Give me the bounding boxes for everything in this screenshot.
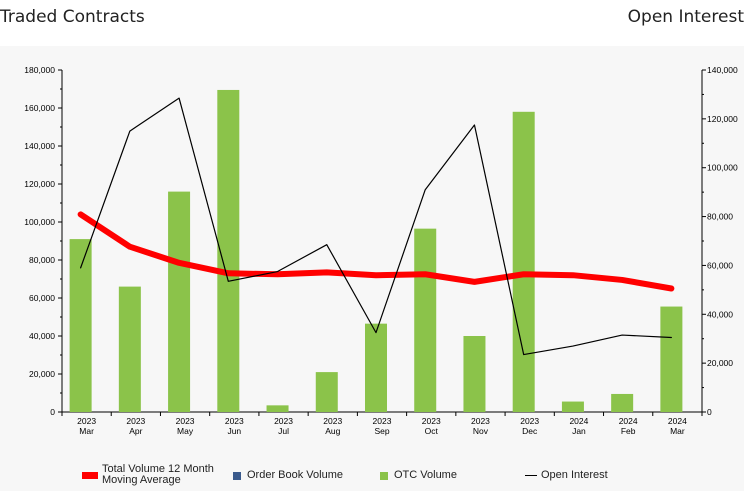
- x-tick-label-year: 2024: [668, 416, 687, 426]
- x-tick-label-year: 2023: [520, 416, 539, 426]
- x-tick-label-month: Dec: [522, 426, 538, 436]
- otc-volume-bar: [414, 228, 437, 412]
- x-tick-label-year: 2024: [569, 416, 588, 426]
- legend-swatch-order-book: [233, 471, 241, 480]
- x-tick-label-year: 2024: [619, 416, 638, 426]
- right-axis-title: Open Interest: [627, 7, 744, 27]
- x-tick-label-month: Oct: [425, 426, 439, 436]
- x-tick-label-month: May: [177, 426, 194, 436]
- legend-item-order-book: Order Book Volume: [233, 470, 343, 481]
- legend-item-open-interest: Open Interest: [525, 462, 608, 481]
- y-right-tick-label: 20,000: [707, 358, 733, 368]
- x-tick-label-year: 2023: [225, 416, 244, 426]
- legend-swatch-open-interest: [525, 475, 537, 476]
- y-left-tick-label: 80,000: [29, 255, 55, 265]
- open-interest-line: [80, 97, 672, 356]
- y-right-tick-label: 40,000: [707, 309, 733, 319]
- y-left-tick-label: 40,000: [29, 331, 55, 341]
- otc-volume-bar: [168, 191, 191, 412]
- otc-volume-bar: [561, 401, 584, 412]
- otc-volume-bar: [660, 306, 683, 412]
- x-tick-label-year: 2023: [323, 416, 342, 426]
- moving-average-line: [77, 211, 675, 292]
- x-tick-label-year: 2023: [373, 416, 392, 426]
- legend: Total Volume 12 Month Moving Average Ord…: [0, 464, 744, 491]
- legend-item-moving-average: Total Volume 12 Month Moving Average: [82, 464, 214, 486]
- legend-item-otc-volume: OTC Volume: [380, 470, 457, 481]
- x-tick-label-year: 2023: [77, 416, 96, 426]
- y-right-tick-label: 100,000: [707, 163, 738, 173]
- y-left-tick-label: 100,000: [24, 217, 55, 227]
- x-tick-label-year: 2023: [471, 416, 490, 426]
- x-tick-label-month: Sep: [374, 426, 389, 436]
- y-left-tick-label: 120,000: [24, 179, 55, 189]
- legend-swatch-moving-average: [82, 471, 98, 479]
- x-tick-label-month: Jun: [227, 426, 241, 436]
- legend-label-order-book: Order Book Volume: [247, 469, 343, 481]
- y-right-tick-label: 60,000: [707, 260, 733, 270]
- y-right-tick-label: 140,000: [707, 65, 738, 75]
- legend-swatch-otc-volume: [380, 471, 388, 480]
- x-tick-label-month: Mar: [670, 426, 685, 436]
- legend-label-open-interest: Open Interest: [541, 469, 608, 481]
- y-right-tick-label: 80,000: [707, 212, 733, 222]
- otc-volume-bar: [69, 239, 92, 412]
- otc-volume-bar: [463, 336, 486, 412]
- x-tick-label-month: Feb: [621, 426, 636, 436]
- x-tick-label-month: Mar: [79, 426, 94, 436]
- otc-volume-bar: [512, 111, 535, 413]
- legend-label-moving-average-line1: Total Volume 12 Month: [102, 463, 214, 475]
- y-left-tick-label: 20,000: [29, 369, 55, 379]
- x-tick-label-month: Jan: [572, 426, 586, 436]
- y-right-tick-label: 0: [707, 407, 712, 417]
- x-tick-label-year: 2023: [176, 416, 195, 426]
- otc-volume-bar: [315, 372, 338, 412]
- chart-canvas: 0 20,000 40,000 60,000 80,000 100,000 120,000 1…: [24, 65, 738, 436]
- left-axis-title: Traded Contracts: [0, 7, 145, 27]
- otc-volume-bar: [611, 393, 634, 412]
- y-left-tick-label: 60,000: [29, 293, 55, 303]
- y-left-tick-label: 180,000: [24, 65, 55, 75]
- y-left-tick-label: 140,000: [24, 141, 55, 151]
- x-tick-label-year: 2023: [422, 416, 441, 426]
- otc-volume-bar: [266, 405, 289, 412]
- x-tick-label-year: 2023: [126, 416, 145, 426]
- chart-panel: [0, 46, 744, 491]
- y-left-tick-label: 0: [50, 407, 55, 417]
- x-tick-label-month: Jul: [278, 426, 289, 436]
- legend-label-otc-volume: OTC Volume: [394, 469, 457, 481]
- x-tick-label-month: Nov: [473, 426, 489, 436]
- y-left-tick-label: 160,000: [24, 103, 55, 113]
- otc-volume-bar: [217, 89, 240, 412]
- x-tick-label-month: Apr: [129, 426, 142, 436]
- legend-label-moving-average-line2: Moving Average: [102, 474, 181, 486]
- otc-volume-bar: [118, 286, 141, 412]
- y-right-tick-label: 120,000: [707, 114, 738, 124]
- otc-volume-bar: [365, 323, 387, 412]
- x-tick-label-month: Aug: [325, 426, 340, 436]
- x-tick-label-year: 2023: [274, 416, 293, 426]
